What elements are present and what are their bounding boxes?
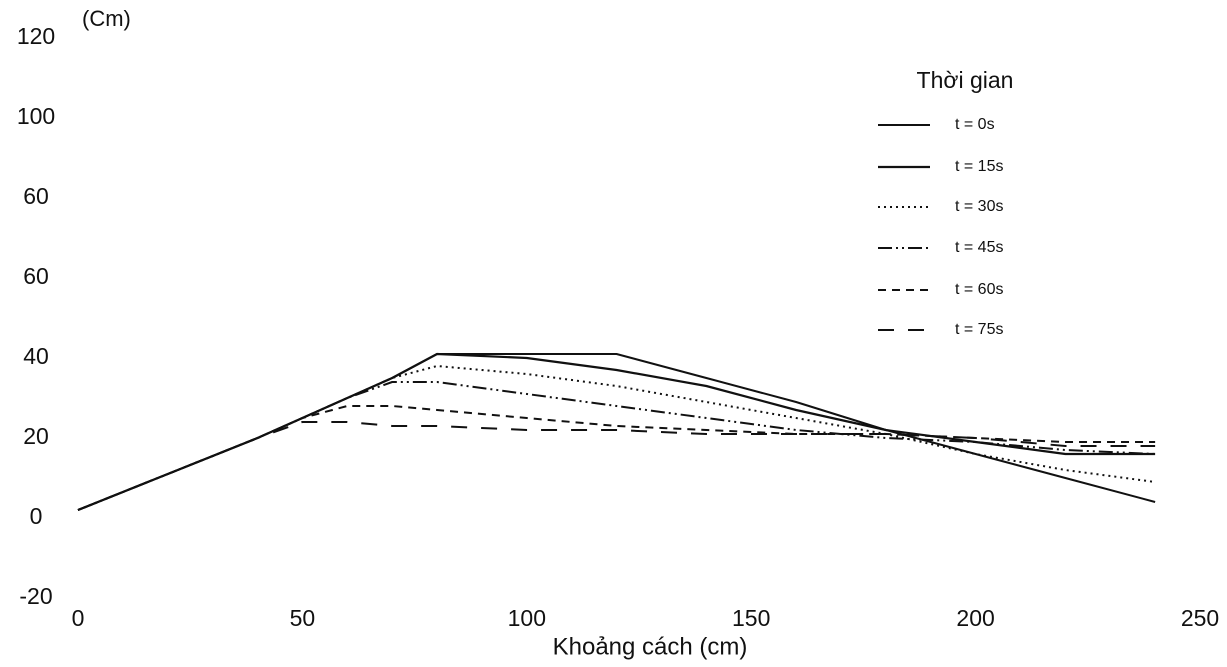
x-tick-label: 0: [72, 605, 85, 631]
y-axis-label: (Cm): [82, 6, 131, 31]
x-tick-label: 150: [732, 605, 770, 631]
legend-label: t = 15s: [955, 158, 1003, 175]
series-line: [77, 365, 1156, 511]
y-tick-label: -20: [19, 583, 52, 609]
y-tick-label: 20: [23, 423, 49, 449]
x-tick-label: 250: [1181, 605, 1219, 631]
legend-title: Thời gian: [917, 67, 1014, 93]
x-axis-label: Khoảng cách (cm): [553, 633, 748, 660]
legend-label: t = 75s: [955, 321, 1003, 338]
y-tick-label: 40: [23, 343, 49, 369]
series-line: [77, 353, 1156, 511]
y-tick-label: 60: [23, 263, 49, 289]
y-tick-label: 0: [30, 503, 43, 529]
y-tick-label: 60: [23, 183, 49, 209]
x-tick-label: 100: [508, 605, 546, 631]
series-line: [77, 381, 1156, 511]
legend-label: t = 0s: [955, 116, 995, 133]
x-tick-label: 200: [956, 605, 994, 631]
y-tick-label: 100: [17, 103, 55, 129]
series-line: [77, 421, 1156, 511]
y-tick-label: 120: [17, 23, 55, 49]
legend-label: t = 30s: [955, 198, 1003, 215]
legend-label: t = 60s: [955, 281, 1003, 298]
x-tick-label: 50: [290, 605, 316, 631]
series-line: [77, 352, 1156, 512]
legend-label: t = 45s: [955, 239, 1003, 256]
